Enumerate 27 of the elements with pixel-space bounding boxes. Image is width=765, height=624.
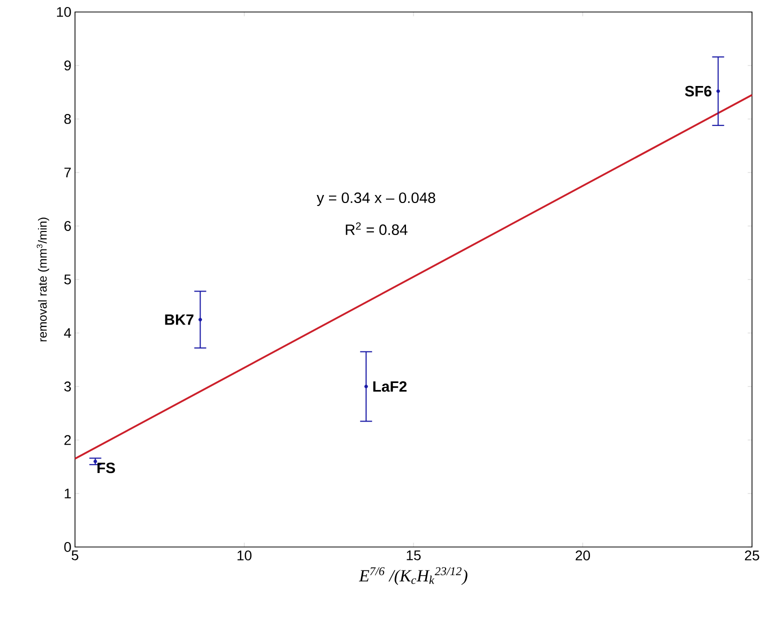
y-tick-label: 0 [64, 542, 71, 552]
y-tick-label: 1 [64, 488, 71, 498]
annotation: R$^{2}$ = 0.84 [346, 222, 408, 235]
annotation: SF6 [685, 86, 712, 96]
y-tick-label: 2 [64, 435, 71, 445]
y-tick-label: 7 [64, 168, 71, 178]
y-axis-title: removal rate (mm$^{3}$/min) [36, 218, 50, 342]
y-tick-label: 10 [57, 7, 71, 17]
y-tick-label: 5 [64, 274, 71, 284]
annotation: BK7 [165, 314, 194, 325]
point [716, 89, 720, 93]
y-tick-label: 9 [64, 60, 71, 70]
x-tick-label: 10 [238, 550, 252, 560]
y-tick-label: 4 [64, 328, 72, 338]
x-tick-label: 5 [72, 550, 78, 560]
point [198, 318, 202, 322]
y-tick-label: 6 [64, 221, 71, 231]
x-tick-label: 15 [406, 550, 421, 560]
x-tick-label: 20 [576, 550, 590, 560]
y-tick-label: 8 [64, 114, 71, 124]
annotation: LaF2 [373, 381, 407, 392]
annotation: y = 0.34 x – 0.048 [316, 192, 436, 206]
y-tick-label: 3 [64, 382, 71, 392]
x-tick-label: 25 [744, 550, 760, 560]
annotation: FS [98, 462, 116, 474]
point [364, 384, 368, 388]
x-axis-title: E$^{7/6}$ /(K$_{c}$H$_{k}$$^{23/12}$) [358, 567, 468, 585]
